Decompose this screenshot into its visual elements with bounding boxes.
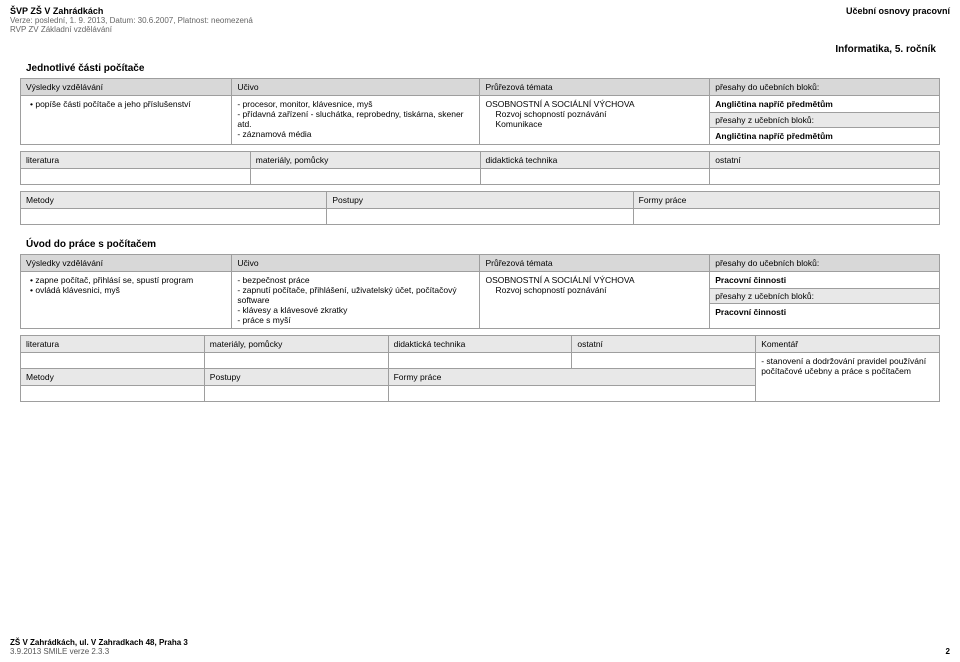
topic-line: OSOBNOSTNÍ A SOCIÁLNÍ VÝCHOVA (485, 99, 704, 109)
res-cell (21, 169, 251, 185)
resources-table-1: literatura materiály, pomůcky didaktická… (20, 151, 940, 185)
header-left-title: ŠVP ZŠ V Zahrádkách (10, 6, 253, 16)
topic-line: OSOBNOSTNÍ A SOCIÁLNÍ VÝCHOVA (485, 275, 704, 285)
topic-line: Komunikace (485, 119, 704, 129)
overlap-from-value: Pracovní činnosti (710, 304, 939, 320)
content-line: - klávesy a klávesové zkratky (237, 305, 474, 315)
cell-overlaps: Angličtina napříč předmětům přesahy z uč… (710, 96, 940, 145)
res-head-com: Komentář (756, 336, 940, 353)
curriculum-table-2: Výsledky vzdělávání Učivo Průřezová téma… (20, 254, 940, 329)
meth-cell (21, 386, 205, 402)
topic-line: Rozvoj schopností poznávání (485, 285, 704, 295)
meth-head-met: Metody (21, 369, 205, 386)
res-head-oth: ostatní (572, 336, 756, 353)
col-head-topics: Průřezová témata (480, 79, 710, 96)
cell-outcomes: zapne počítač, přihlásí se, spustí progr… (21, 272, 232, 329)
content-line: - procesor, monitor, klávesnice, myš (237, 99, 474, 109)
outcome-item: popíše části počítače a jeho příslušenst… (30, 99, 226, 109)
res-head-did: didaktická technika (480, 152, 710, 169)
col-head-overlap-to: přesahy do učebních bloků: (710, 79, 940, 96)
content-line: - záznamová média (237, 129, 474, 139)
content-line: - zapnutí počítače, přihlášení, uživatel… (237, 285, 474, 305)
overlap-from-value: Angličtina napříč předmětům (710, 128, 939, 144)
methods-table-1: Metody Postupy Formy práce (20, 191, 940, 225)
cell-content: - procesor, monitor, klávesnice, myš - p… (232, 96, 480, 145)
content-line: - přídavná zařízení - sluchátka, reprobe… (237, 109, 474, 129)
meth-head-for: Formy práce (633, 192, 939, 209)
resources-table-2: literatura materiály, pomůcky didaktická… (20, 335, 940, 402)
footer-generator: 3.9.2013 SMILE verze 2.3.3 (10, 647, 109, 656)
meth-head-for: Formy práce (388, 369, 756, 386)
curriculum-table-1: Výsledky vzdělávání Učivo Průřezová téma… (20, 78, 940, 145)
overlap-from-head: přesahy z učebních bloků: (710, 289, 939, 304)
res-cell (250, 169, 480, 185)
col-head-content: Učivo (232, 255, 480, 272)
content-line: - bezpečnost práce (237, 275, 474, 285)
footer-address: ZŠ V Zahrádkách, ul. V Zahradkach 48, Pr… (10, 638, 950, 647)
topic-line: Rozvoj schopností poznávání (485, 109, 704, 119)
cell-topics: OSOBNOSTNÍ A SOCIÁLNÍ VÝCHOVA Rozvoj sch… (480, 272, 710, 329)
col-head-content: Učivo (232, 79, 480, 96)
content-line: - práce s myší (237, 315, 474, 325)
res-cell (388, 353, 572, 369)
cell-overlaps: Pracovní činnosti přesahy z učebních blo… (710, 272, 940, 329)
overlap-to-value: Angličtina napříč předmětům (710, 96, 939, 113)
meth-head-met: Metody (21, 192, 327, 209)
section-computer-parts: Jednotlivé části počítače Výsledky vzděl… (20, 59, 940, 225)
outcome-item: ovládá klávesnici, myš (30, 285, 226, 295)
res-head-lit: literatura (21, 152, 251, 169)
col-head-outcomes: Výsledky vzdělávání (21, 79, 232, 96)
meth-cell (388, 386, 756, 402)
meth-cell (21, 209, 327, 225)
res-cell (204, 353, 388, 369)
header-left-rvp: RVP ZV Základní vzdělávání (10, 25, 253, 34)
meth-head-pos: Postupy (204, 369, 388, 386)
section-intro-work: Úvod do práce s počítačem Výsledky vzděl… (20, 235, 940, 402)
col-head-overlap-to: přesahy do učebních bloků: (710, 255, 940, 272)
res-head-lit: literatura (21, 336, 205, 353)
res-cell (480, 169, 710, 185)
cell-content: - bezpečnost práce - zapnutí počítače, p… (232, 272, 480, 329)
col-head-topics: Průřezová témata (480, 255, 710, 272)
meth-cell (204, 386, 388, 402)
cell-outcomes: popíše části počítače a jeho příslušenst… (21, 96, 232, 145)
meth-cell (327, 209, 633, 225)
meth-cell (633, 209, 939, 225)
comment-cell: - stanovení a dodržování pravidel použív… (756, 353, 940, 402)
res-head-mat: materiály, pomůcky (250, 152, 480, 169)
res-cell (572, 353, 756, 369)
header-left-sub: Verze: poslední, 1. 9. 2013, Datum: 30.6… (10, 16, 253, 25)
overlap-from-head: přesahy z učebních bloků: (710, 113, 939, 128)
topic-heading: Informatika, 5. ročník (0, 36, 960, 59)
cell-topics: OSOBNOSTNÍ A SOCIÁLNÍ VÝCHOVA Rozvoj sch… (480, 96, 710, 145)
overlap-to-value: Pracovní činnosti (710, 272, 939, 289)
page-footer: ZŠ V Zahrádkách, ul. V Zahradkach 48, Pr… (10, 638, 950, 656)
col-head-outcomes: Výsledky vzdělávání (21, 255, 232, 272)
page-header: ŠVP ZŠ V Zahrádkách Verze: poslední, 1. … (0, 0, 960, 36)
page-number: 2 (946, 647, 950, 656)
res-head-mat: materiály, pomůcky (204, 336, 388, 353)
res-head-did: didaktická technika (388, 336, 572, 353)
meth-head-pos: Postupy (327, 192, 633, 209)
section-title: Úvod do práce s počítačem (20, 235, 940, 254)
header-right-title: Učební osnovy pracovní (846, 6, 950, 34)
res-cell (710, 169, 940, 185)
res-cell (21, 353, 205, 369)
outcome-item: zapne počítač, přihlásí se, spustí progr… (30, 275, 226, 285)
res-head-oth: ostatní (710, 152, 940, 169)
section-title: Jednotlivé části počítače (20, 59, 940, 78)
